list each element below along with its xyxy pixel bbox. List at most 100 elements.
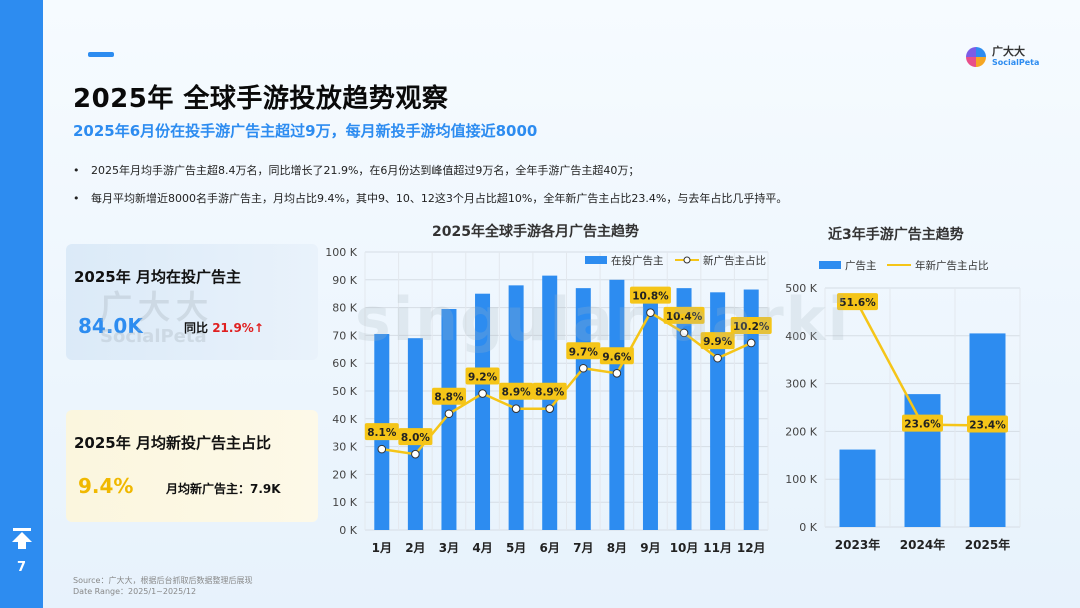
x-tick-label: 8月 (607, 541, 627, 555)
monthly-advertisers-card: 2025年 月均在投广告主 84.0K 同比 21.9%↑ (66, 244, 318, 360)
y-tick-label: 500 K (785, 282, 817, 295)
x-tick-label: 2023年 (835, 537, 880, 552)
brand-logo: 广大大 SocialPeta (965, 46, 1039, 68)
y-tick-label: 0 K (339, 524, 357, 537)
new-advertisers-value: 月均新广告主：7.9K (166, 482, 281, 496)
data-label-box (730, 316, 772, 334)
socialpeta-watermark: 广大大 SocialPeta (100, 288, 215, 347)
back-to-top-icon[interactable] (8, 524, 36, 552)
yoy-value: 21.9%↑ (212, 321, 264, 335)
data-label: 9.7% (569, 346, 599, 358)
x-tick-label: 9月 (640, 541, 660, 555)
new-advertisers-card: 2025年 月均新投广告主占比 9.4% 月均新广告主：7.9K (66, 410, 318, 522)
data-label-box (566, 342, 601, 360)
line-point (478, 389, 487, 398)
y-tick-label: 100 K (785, 473, 817, 486)
bar (710, 292, 726, 530)
y-tick-label: 40 K (332, 413, 357, 426)
singular-aarki-watermark: singular aarki (355, 285, 851, 355)
line-point (444, 409, 454, 419)
y-tick-label: 20 K (332, 468, 357, 481)
data-label: 8.1% (367, 427, 397, 439)
y-tick-label: 30 K (332, 441, 357, 454)
monthly-advertiser-chart: 0 K 10 K 20 K 30 K 40 K 50 K 60 K 70 K 80 K 90 K 1… (325, 246, 772, 555)
line-point (511, 404, 521, 413)
bar (475, 293, 491, 530)
bullet-list: • 2025年月均手游广告主超8.4万名，同比增长了21.9%，在6月份达到峰值超… (73, 162, 787, 218)
bullet-item: • 2025年月均手游广告主超8.4万名，同比增长了21.9%，在6月份达到峰值超… (73, 164, 640, 177)
y-tick-label: 90 K (332, 274, 357, 287)
data-label-box (431, 387, 466, 405)
data-label-box (364, 423, 399, 441)
data-label: 10.2% (733, 321, 770, 333)
left-side-bar (0, 0, 43, 608)
title-accent (88, 52, 114, 57)
x-tick-label: 3月 (439, 541, 459, 555)
line-point (612, 369, 622, 378)
line-point (545, 404, 555, 413)
card-label: 2025年 月均新投广告主占比 (74, 434, 271, 452)
data-label: 9.9% (703, 336, 733, 348)
data-label-box (532, 382, 567, 400)
data-label: 23.6% (904, 419, 941, 431)
page-title: 2025年 全球手游投放趋势观察 (73, 84, 449, 114)
data-label: 9.2% (468, 372, 498, 384)
y-tick-label: 300 K (785, 378, 817, 391)
x-tick-label: 2025年 (965, 537, 1010, 552)
bar (743, 289, 759, 530)
legend-label: 广告主 (845, 259, 877, 272)
x-tick-label: 2月 (405, 541, 425, 555)
data-label-box (629, 286, 671, 304)
yearly-chart-title: 近3年手游广告主趋势 (828, 227, 964, 243)
data-label: 8.0% (401, 432, 431, 444)
logo-sub: SocialPeta (992, 58, 1040, 67)
data-label-box (663, 306, 705, 324)
card-value: 84.0K (78, 314, 143, 338)
y-tick-label: 60 K (332, 357, 357, 370)
data-label-box (499, 382, 534, 400)
brand-logo-icon (966, 47, 986, 67)
data-label: 8.8% (434, 392, 464, 404)
source-note: Source：广大大，根据后台抓取后数据整理后展现 Date Range：202… (73, 576, 253, 596)
page-subtitle: 2025年6月份在投手游广告主超过9万，每月新投手游均值接近8000 (73, 122, 538, 140)
monthly-chart-title: 2025年全球手游各月广告主趋势 (432, 224, 639, 240)
data-label-box (837, 293, 878, 311)
bar (676, 288, 692, 530)
data-label: 51.6% (839, 297, 876, 309)
line-point (411, 449, 420, 459)
data-label: 10.4% (666, 311, 703, 323)
y-tick-label: 0 K (799, 521, 817, 534)
legend-label: 年新广告主占比 (915, 259, 989, 272)
data-label: 10.8% (632, 291, 669, 303)
y-tick-label: 200 K (785, 425, 817, 438)
bar (542, 275, 558, 530)
x-tick-label: 6月 (540, 541, 560, 555)
line-point (679, 328, 689, 338)
bar (609, 279, 625, 530)
data-label-box (599, 347, 634, 365)
x-tick-label: 5月 (506, 541, 526, 555)
data-label: 8.9% (535, 387, 565, 399)
x-tick-label: 12月 (737, 541, 766, 555)
y-tick-label: 400 K (785, 330, 817, 343)
data-label: 8.9% (502, 387, 532, 399)
bar (642, 289, 658, 530)
x-tick-label: 7月 (573, 541, 593, 555)
bar (904, 394, 941, 527)
y-tick-label: 100 K (325, 246, 357, 259)
y-tick-label: 10 K (332, 496, 357, 509)
logo-name: 广大大 (992, 45, 1025, 58)
x-tick-label: 4月 (472, 541, 492, 555)
y-tick-label: 50 K (332, 385, 357, 398)
legend-label: 新广告主占比 (703, 254, 766, 267)
legend-swatch (585, 256, 607, 264)
bullet-item: • 每月平均新增近8000名手游广告主，月均占比9.4%，其中9、10、12这3个… (73, 192, 788, 205)
data-label: 9.6% (602, 351, 632, 363)
bar (839, 449, 876, 527)
data-label-box (700, 332, 735, 350)
x-tick-label: 11月 (703, 541, 732, 555)
x-tick-label: 2024年 (900, 537, 945, 552)
data-label-box (398, 428, 433, 446)
data-label: 23.4% (969, 419, 1006, 431)
data-label-box (465, 367, 500, 385)
